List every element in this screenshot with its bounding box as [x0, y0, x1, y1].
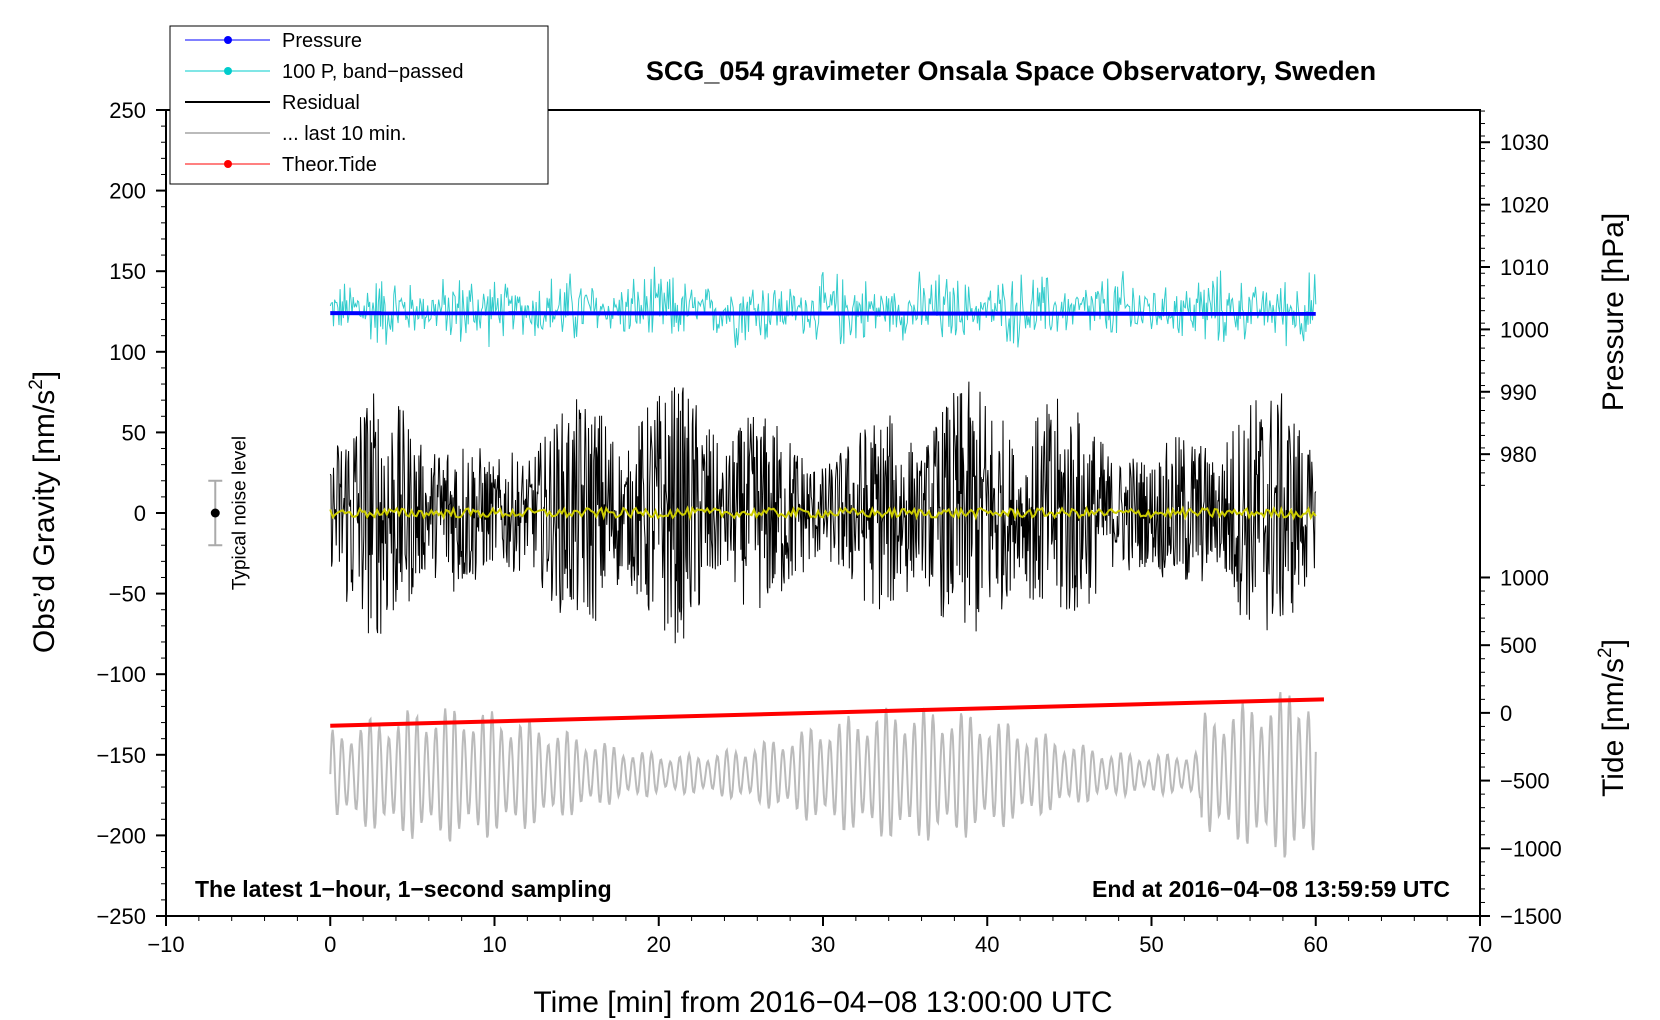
tide-tick-label: 500: [1500, 633, 1537, 658]
tide-tick-label: 1000: [1500, 565, 1549, 590]
x-tick-label: 0: [324, 932, 336, 957]
x-tick-label: −10: [147, 932, 184, 957]
y-tick-label: −100: [96, 662, 146, 687]
pressure-tick-label: 1000: [1500, 317, 1549, 342]
y-axis-title-tide-text: Tide [nm/s: [1597, 658, 1630, 797]
legend-marker: [224, 36, 232, 44]
theoretical-tide-line: [330, 697, 1325, 728]
noise-label: Typical noise level: [229, 436, 250, 590]
residual-smoothed-line: [329, 505, 1317, 522]
y-tick-label: 150: [109, 259, 146, 284]
y-axis-title-left-sup: 2: [26, 379, 47, 390]
x-axis-title: Time [min] from 2016−04−08 13:00:00 UTC: [533, 986, 1112, 1019]
last-10-min-line: [329, 692, 1317, 858]
legend-box: [169, 25, 549, 185]
y-tick-label: 50: [122, 420, 146, 445]
y-axis-title-left: Obs’d Gravity [nm/s2]: [26, 371, 61, 653]
noise-marker: Typical noise level: [208, 436, 250, 590]
y-tick-label: −200: [96, 823, 146, 848]
legend-label: 100 P, band−passed: [282, 61, 463, 83]
y-tick-label: 100: [109, 340, 146, 365]
y-tick-label: −50: [109, 582, 146, 607]
y-tick-label: 0: [134, 501, 146, 526]
y-tick-label: −250: [96, 904, 146, 929]
legend-label: Theor.Tide: [282, 154, 377, 176]
tide-tick-label: −1500: [1500, 904, 1562, 929]
y-axis-title-left-text: Obs’d Gravity [nm/s: [28, 390, 61, 653]
legend-items: Pressure 100 P, band−passed Residual ... la…: [185, 30, 463, 176]
legend-marker: [224, 67, 232, 75]
y-axis-title-left-close: ]: [28, 371, 61, 379]
x-tick-label: 60: [1304, 932, 1328, 957]
series-layer: [329, 266, 1325, 858]
y-axis-title-tide-sup: 2: [1595, 647, 1616, 658]
y-axis-title-tide-close: ]: [1597, 639, 1630, 647]
legend-label: Pressure: [282, 30, 362, 52]
y-axis-title-tide: Tide [nm/s2]: [1595, 639, 1630, 797]
x-tick-label: 10: [482, 932, 506, 957]
residual-line: [329, 381, 1317, 644]
noise-dot: [210, 508, 220, 518]
legend-marker: [224, 160, 232, 168]
x-tick-label: 70: [1468, 932, 1492, 957]
band-passed-pressure-line: [329, 266, 1317, 348]
pressure-tick-label: 980: [1500, 442, 1537, 467]
note-left: The latest 1−hour, 1−second sampling: [195, 876, 612, 902]
pressure-tick-label: 1020: [1500, 193, 1549, 218]
x-tick-label: 30: [811, 932, 835, 957]
chart-title: SCG_054 gravimeter Onsala Space Observat…: [646, 56, 1376, 86]
note-right: End at 2016−04−08 13:59:59 UTC: [1092, 876, 1450, 902]
tide-tick-label: −1000: [1500, 836, 1562, 861]
legend: Pressure 100 P, band−passed Residual ... la…: [169, 25, 549, 185]
tide-tick-label: −500: [1500, 769, 1550, 794]
x-tick-label: 20: [647, 932, 671, 957]
legend-label: Residual: [282, 92, 360, 114]
legend-label: ... last 10 min.: [282, 123, 407, 145]
y-tick-label: −150: [96, 743, 146, 768]
y-tick-label: 200: [109, 179, 146, 204]
x-tick-label: 50: [1139, 932, 1163, 957]
tide-tick-label: 0: [1500, 701, 1512, 726]
pressure-tick-label: 1010: [1500, 255, 1549, 280]
pressure-line: [330, 311, 1316, 316]
x-tick-label: 40: [975, 932, 999, 957]
ticks-layer: −10 0 10 20 30 40 50 60 70−250−200−150−100−50050…: [96, 98, 1561, 957]
pressure-tick-label: 990: [1500, 380, 1537, 405]
y-axis-title-pressure: Pressure [hPa]: [1597, 213, 1630, 411]
pressure-tick-label: 1030: [1500, 130, 1549, 155]
y-tick-label: 250: [109, 98, 146, 123]
